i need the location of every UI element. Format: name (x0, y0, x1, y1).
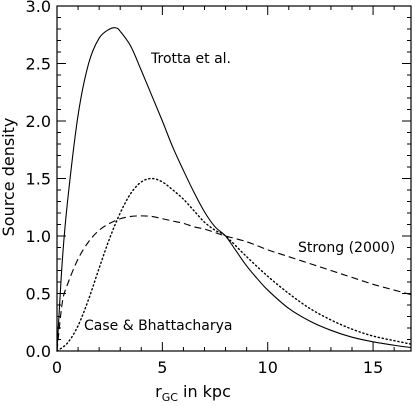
plot-frame (56, 5, 412, 352)
x-tick-label: 0 (52, 358, 62, 377)
axes: 0 5 10 15 0.0 0.5 1.0 1.5 2.0 2.5 3.0 (26, 0, 412, 377)
y-tick-label: 0.0 (26, 342, 51, 361)
annotation-case-bhattacharya: Case & Bhattacharya (84, 318, 232, 334)
x-tick-label: 15 (363, 358, 383, 377)
x-axis-title-rest: in kpc (178, 382, 231, 401)
annotation-strong: Strong (2000) (298, 240, 395, 256)
x-tick-label: 10 (258, 358, 278, 377)
y-tick-label: 3.0 (26, 0, 51, 16)
series-line-case-bhattacharya (56, 177, 412, 352)
y-tick-label: 0.5 (26, 285, 51, 304)
y-axis-title: Source density (0, 118, 18, 237)
x-axis-title-r: r (155, 382, 162, 401)
x-axis-title-subscript: GC (162, 391, 179, 404)
x-tick-label: 5 (157, 358, 167, 377)
x-axis-title: rGC in kpc (155, 382, 231, 404)
annotation-trotta: Trotta et al. (150, 51, 231, 67)
y-tick-label: 2.5 (26, 55, 51, 74)
series-line-strong (56, 215, 412, 352)
y-tick-label: 1.0 (26, 227, 51, 246)
series-lines (56, 27, 412, 352)
y-tick-label: 2.0 (26, 112, 51, 131)
series-line-trotta (56, 27, 412, 352)
y-tick-label: 1.5 (26, 170, 51, 189)
